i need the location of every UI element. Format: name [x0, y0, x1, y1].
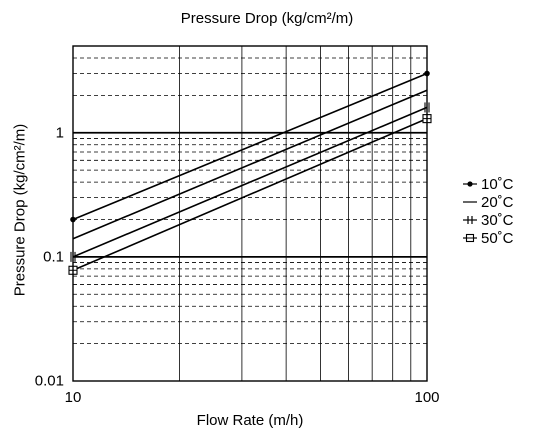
square-marker-icon	[463, 233, 477, 243]
x-tick-label: 10	[64, 389, 82, 406]
y-tick-label: 1	[55, 124, 64, 142]
plus-marker-icon	[463, 216, 477, 224]
series-line	[72, 72, 428, 221]
series-line	[72, 89, 428, 240]
y-axis-label: Pressure Drop (kg/cm²/m)	[11, 123, 29, 297]
series-line	[72, 117, 428, 272]
series-line	[72, 106, 428, 258]
legend-label: 30˚C	[481, 211, 514, 229]
legend-item-50c: 50˚C	[462, 229, 514, 247]
x-tick-label: 100	[414, 389, 440, 406]
chart-title: Pressure Drop (kg/cm²/m)	[180, 10, 354, 27]
y-tick-label: 0.1	[43, 248, 64, 266]
y-tick-label: 0.01	[34, 372, 64, 390]
legend: 10˚C 20˚C 30˚C 50˚C	[462, 175, 514, 247]
line-marker-icon	[463, 201, 477, 203]
plot-frame	[72, 45, 428, 382]
legend-label: 20˚C	[481, 193, 514, 211]
dot-marker-icon	[463, 181, 477, 187]
legend-label: 10˚C	[481, 175, 514, 193]
legend-item-20c: 20˚C	[462, 193, 514, 211]
x-axis-label: Flow Rate (m/h)	[196, 412, 304, 429]
legend-label: 50˚C	[481, 229, 514, 247]
legend-item-30c: 30˚C	[462, 211, 514, 229]
legend-item-10c: 10˚C	[462, 175, 514, 193]
